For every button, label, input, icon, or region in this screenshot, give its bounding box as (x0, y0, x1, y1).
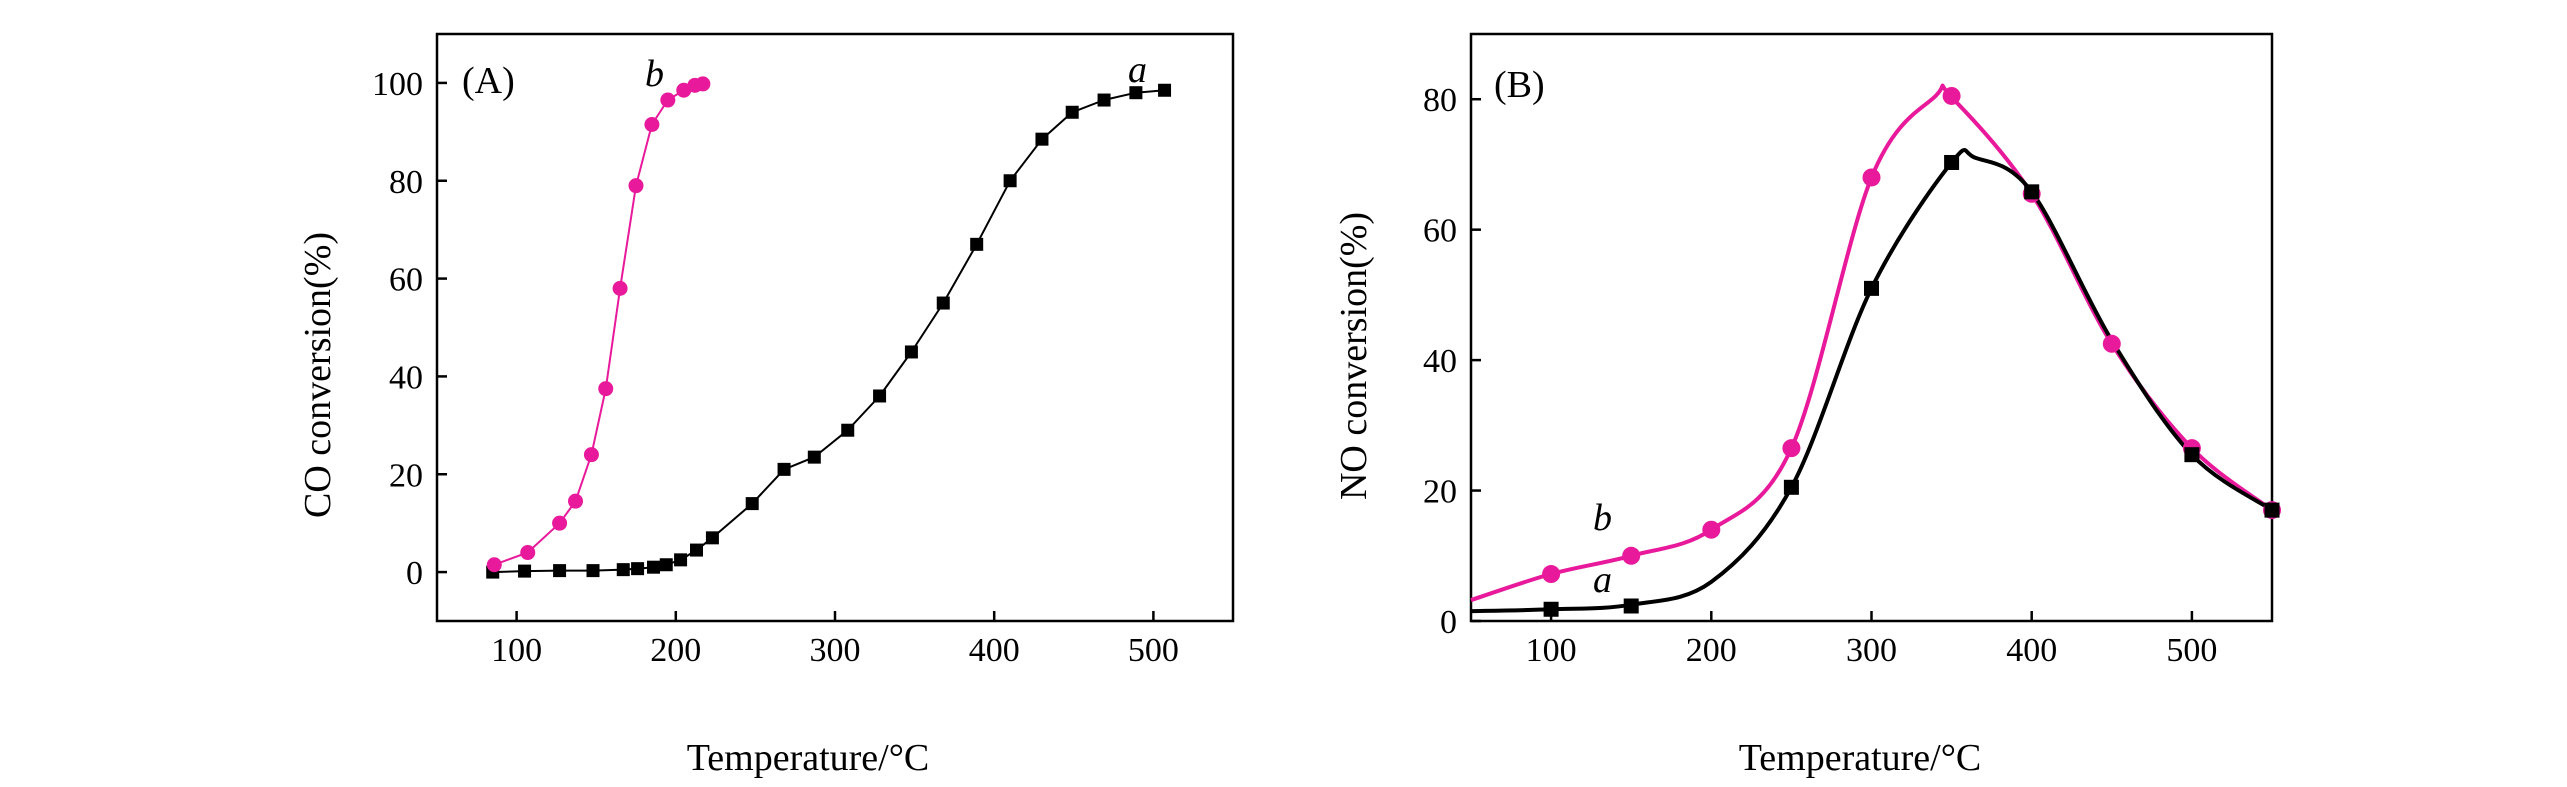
data-point-a-a-5 (631, 562, 645, 576)
data-point-a-b-5 (598, 381, 614, 397)
data-point-b-a-5 (2024, 184, 2040, 200)
x-tick-label-b-500: 500 (2166, 632, 2217, 669)
data-point-a-a-3 (586, 564, 600, 578)
curves-b (1470, 83, 2274, 614)
data-point-b-b-5 (1942, 86, 1961, 105)
series-line-b-b (1470, 83, 2274, 603)
x-tick-label-a-200: 200 (650, 632, 701, 669)
data-point-b-b-2 (1702, 520, 1721, 539)
data-point-b-a-1 (1623, 598, 1639, 614)
x-tick-label-b-100: 100 (1526, 632, 1577, 669)
x-ticks-a: 100 200 300 400 500 (491, 611, 1179, 669)
data-point-a-a-19 (1003, 174, 1017, 188)
data-point-a-a-2 (553, 564, 567, 578)
y-tick-label-a-40: 40 (389, 359, 423, 396)
curve-label-b-series-b: b (1593, 497, 1612, 539)
x-tick-label-b-300: 300 (1846, 632, 1897, 669)
series-line-a-b (493, 82, 704, 566)
data-point-b-a-4 (1944, 154, 1960, 170)
y-tick-label-a-60: 60 (389, 262, 423, 299)
data-point-a-a-23 (1129, 86, 1143, 100)
data-point-a-a-17 (936, 296, 950, 310)
data-point-b-a-0 (1543, 601, 1559, 617)
y-tick-label-a-80: 80 (389, 164, 423, 201)
curve-label-b-series-a: a (1593, 559, 1612, 601)
data-point-b-b-0 (1542, 565, 1561, 584)
data-point-a-a-15 (873, 389, 887, 403)
data-point-a-b-7 (628, 178, 644, 194)
data-point-a-a-18 (970, 237, 984, 251)
x-tick-label-b-400: 400 (2006, 632, 2057, 669)
panel-label-b: (B) (1494, 64, 1545, 106)
data-point-a-a-20 (1035, 132, 1049, 146)
plot-frame-b (1469, 32, 2274, 623)
curve-label-a-series-a: a (1128, 49, 1147, 91)
y-tick-label-b-40: 40 (1423, 343, 1457, 380)
data-point-a-a-14 (841, 423, 855, 437)
y-tick-label-a-100: 100 (372, 66, 423, 103)
data-point-a-a-1 (518, 564, 532, 578)
data-point-a-b-1 (520, 545, 536, 561)
y-tick-label-b-0: 0 (1440, 604, 1457, 641)
data-point-a-a-16 (904, 345, 918, 359)
y-tick-label-b-20: 20 (1423, 474, 1457, 511)
data-point-a-a-13 (807, 450, 821, 464)
x-tick-label-a-100: 100 (491, 632, 542, 669)
data-point-b-b-4 (1862, 168, 1881, 187)
data-point-a-a-11 (745, 497, 759, 511)
x-ticks-b: 100 200 300 400 500 (1526, 611, 2217, 669)
data-point-a-a-8 (674, 553, 688, 567)
y-ticks-a: 0 20 40 60 80 100 (372, 66, 447, 592)
panel-label-a: (A) (462, 60, 515, 102)
y-tick-label-a-20: 20 (389, 457, 423, 494)
data-point-a-b-6 (612, 280, 628, 296)
data-point-a-b-12 (695, 76, 711, 92)
data-point-a-b-2 (552, 515, 568, 531)
markers-a (486, 76, 1172, 579)
data-point-a-a-6 (647, 560, 661, 574)
data-point-b-b-1 (1622, 546, 1641, 565)
data-point-a-a-22 (1097, 93, 1111, 107)
data-point-a-b-3 (568, 493, 584, 509)
data-point-a-b-0 (486, 557, 502, 573)
x-tick-label-a-300: 300 (810, 632, 861, 669)
panel-a: 100 200 300 400 500 0 20 40 60 80 100 (A) a b Tem… (297, 32, 1235, 779)
x-axis-title-b: Temperature/°C (1739, 737, 1982, 779)
y-axis-title-a: CO conversion(%) (297, 232, 339, 518)
y-ticks-b: 0 20 40 60 80 (1423, 82, 1481, 641)
curves-a (492, 82, 1165, 574)
data-point-a-a-9 (689, 543, 703, 557)
data-point-b-b-3 (1782, 439, 1801, 458)
y-axis-title-b: NO conversion(%) (1333, 212, 1375, 500)
data-point-a-a-10 (705, 531, 719, 545)
y-tick-label-b-80: 80 (1423, 82, 1457, 119)
data-point-a-b-8 (644, 116, 660, 132)
plot-frame-a (435, 32, 1235, 623)
data-point-a-a-7 (659, 558, 673, 572)
y-tick-label-a-0: 0 (406, 555, 423, 592)
data-point-a-b-9 (660, 92, 676, 108)
data-point-a-a-12 (777, 462, 791, 476)
data-point-a-b-4 (583, 447, 599, 463)
data-point-a-a-21 (1065, 105, 1079, 119)
x-tick-label-a-400: 400 (969, 632, 1020, 669)
data-point-b-a-2 (1783, 479, 1799, 495)
x-axis-title-a: Temperature/°C (687, 737, 930, 779)
data-point-b-a-3 (1864, 280, 1879, 296)
markers-b (1542, 86, 2281, 617)
data-point-b-b-7 (2102, 334, 2121, 353)
x-tick-label-b-200: 200 (1686, 632, 1737, 669)
y-tick-label-b-60: 60 (1423, 213, 1457, 250)
panel-b: 100 200 300 400 500 0 20 40 60 80 (B) a b Temper… (1333, 32, 2281, 779)
curve-label-a-series-b: b (645, 53, 664, 95)
series-line-a-a (492, 89, 1165, 574)
data-point-b-a-7 (2264, 502, 2280, 518)
data-point-a-a-4 (616, 563, 630, 577)
data-point-b-a-6 (2184, 447, 2200, 463)
series-line-b-a (1470, 148, 2274, 614)
x-tick-label-a-500: 500 (1128, 632, 1179, 669)
data-point-a-a-24 (1158, 83, 1172, 97)
